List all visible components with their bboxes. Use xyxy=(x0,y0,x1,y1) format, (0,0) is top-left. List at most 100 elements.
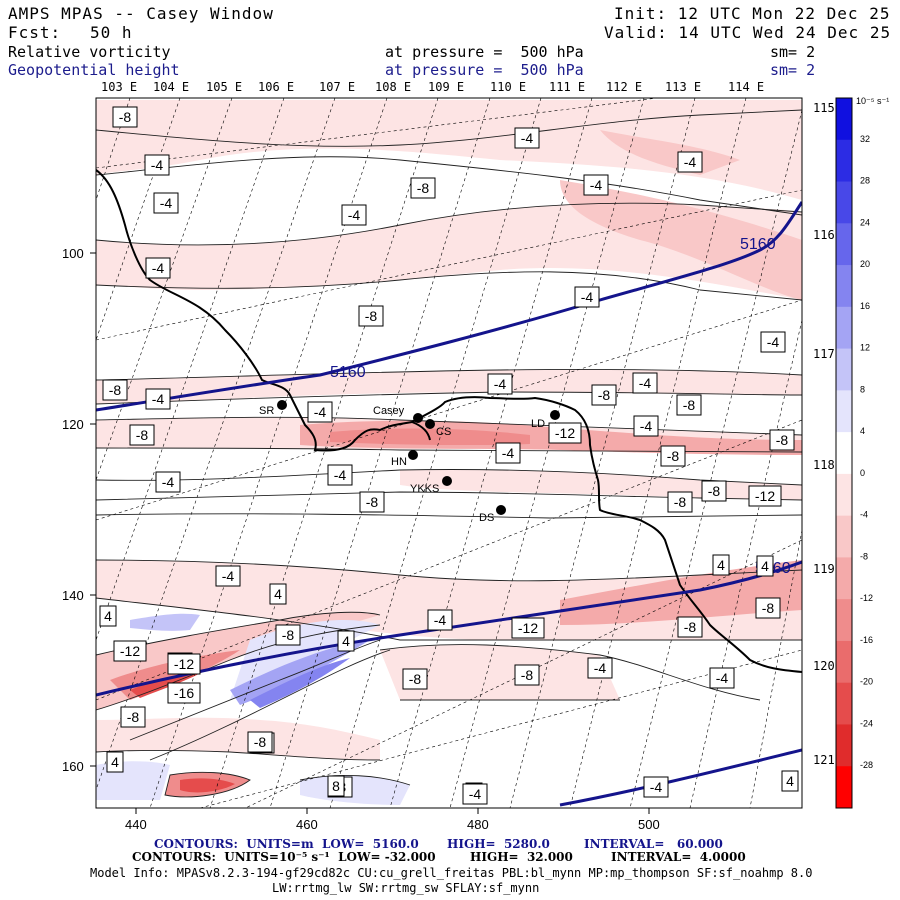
vorticity-label-box xyxy=(514,664,540,686)
y-tick-label: 120 xyxy=(62,417,84,432)
plot-title: AMPS MPAS -- Casey Window xyxy=(8,4,274,23)
vorticity-label-box xyxy=(633,415,659,437)
vorticity-label-box xyxy=(760,331,786,353)
vorticity-label: -4 xyxy=(151,157,164,173)
field2-level: at pressure = 500 hPa xyxy=(385,61,584,79)
vorticity-label: -8 xyxy=(282,627,295,643)
vorticity-label: -12 xyxy=(755,488,775,504)
field1-level: at pressure = 500 hPa xyxy=(385,43,584,61)
colorbar-swatch xyxy=(836,432,852,475)
vorticity-label: -4 xyxy=(639,375,652,391)
init-time: Init: 12 UTC Mon 22 Dec 25 xyxy=(614,4,891,23)
vorticity-label: 4 xyxy=(274,586,282,602)
forecast-label: Fcst: xyxy=(8,23,62,42)
station-label: Casey xyxy=(373,405,405,417)
vorticity-label-box xyxy=(587,657,613,679)
vorticity-label: -8 xyxy=(254,734,267,750)
height-label: 5160 xyxy=(740,236,776,253)
vorticity-label-box xyxy=(215,565,241,587)
vorticity-label: -8 xyxy=(366,494,379,510)
colorbar-tick-label: 28 xyxy=(860,176,870,186)
station-cs-marker xyxy=(425,419,435,429)
x-tick-label: 460 xyxy=(296,817,318,832)
vorticity-label-box xyxy=(487,373,513,395)
plot-area: SR Casey CS HN YKKS DS LD 5160 5160 5160… xyxy=(96,98,802,808)
vorticity-label: -8 xyxy=(119,109,132,125)
vorticity-label: 4 xyxy=(786,773,794,789)
colorbar-swatch xyxy=(836,98,852,141)
vorticity-label-box xyxy=(756,555,774,577)
colorbar-swatch xyxy=(836,766,852,809)
vorticity-label: -4 xyxy=(152,260,165,276)
vorticity-label-box xyxy=(667,491,693,513)
vorticity-label-box xyxy=(462,783,488,805)
field2-smoothing: sm= 2 xyxy=(770,61,816,79)
vorticity-label: -4 xyxy=(348,207,361,223)
vorticity-label-box xyxy=(402,668,428,690)
vorticity-label-box xyxy=(113,640,147,662)
colorbar-swatch xyxy=(836,599,852,642)
x-tick-label: 440 xyxy=(125,817,147,832)
vorticity-label-box xyxy=(427,609,453,631)
colorbar-tick-label: -12 xyxy=(860,593,873,603)
colorbar-units: 10⁻⁵ s⁻¹ xyxy=(856,96,889,106)
x-tick-label: 500 xyxy=(638,817,660,832)
station-label: CS xyxy=(436,426,451,438)
colorbar-swatch xyxy=(836,139,852,183)
vorticity-label-box xyxy=(341,204,367,226)
vort-contour-interval: INTERVAL= 4.0000 xyxy=(611,850,746,864)
vorticity-label: -12 xyxy=(174,656,194,672)
bottom-axis: 440 460 480 500 xyxy=(125,808,660,832)
vorticity-label: -4 xyxy=(152,391,165,407)
station-markers xyxy=(277,400,560,515)
y-tick-label: 100 xyxy=(62,246,84,261)
colorbar-swatch xyxy=(836,348,852,391)
vorticity-label-box xyxy=(548,422,582,444)
vorticity-label-box xyxy=(145,257,171,279)
colorbar-tick-label: 0 xyxy=(860,468,865,478)
vorticity-label: -4 xyxy=(314,404,327,420)
vorticity-label: -12 xyxy=(518,620,538,636)
lon-label: 104 E xyxy=(153,80,189,94)
vorticity-label-box xyxy=(155,471,181,493)
vort-contour-units: CONTOURS: UNITS=10⁻⁵ s⁻¹ LOW= -32.000 xyxy=(132,850,436,864)
left-axis: 100 120 140 160 xyxy=(62,246,96,774)
vorticity-label: -8 xyxy=(109,382,122,398)
vorticity-label: -8 xyxy=(521,667,534,683)
vorticity-label: -4 xyxy=(469,786,482,802)
colorbar-tick-label: 16 xyxy=(860,301,870,311)
model-info: Model Info: MPASv8.2.3-194-gf29cd82c CU:… xyxy=(90,866,813,880)
vorticity-label: -4 xyxy=(222,568,235,584)
vorticity-label: -4 xyxy=(650,779,663,795)
lon-label: 112 E xyxy=(606,80,642,94)
vorticity-label-box xyxy=(643,776,669,798)
vorticity-label-box xyxy=(167,682,201,704)
colorbar-tick-label: 24 xyxy=(860,217,870,227)
y-tick-label: 140 xyxy=(62,588,84,603)
vorticity-label: -4 xyxy=(716,670,729,686)
station-label: HN xyxy=(391,456,407,468)
height-labels: 5160 5160 5160 xyxy=(330,236,791,577)
vorticity-label-box xyxy=(359,491,385,513)
lon-label: 105 E xyxy=(206,80,242,94)
vorticity-label-box xyxy=(712,554,730,576)
vorticity-label-box xyxy=(144,154,170,176)
vorticity-label-box xyxy=(781,770,799,792)
vorticity-label-box xyxy=(709,667,735,689)
colorbar-swatch xyxy=(836,223,852,266)
lon-label: 107 E xyxy=(319,80,355,94)
vorticity-label-box xyxy=(676,394,702,416)
station-ds-marker xyxy=(496,505,506,515)
colorbar-swatch xyxy=(836,515,852,558)
vorticity-label-box xyxy=(327,775,345,797)
vorticity-label-box xyxy=(632,372,658,394)
vorticity-label-box xyxy=(307,401,333,423)
height-contour-interval: INTERVAL= 60.000 xyxy=(584,837,723,851)
vorticity-label: -8 xyxy=(417,180,430,196)
vorticity-label: -4 xyxy=(434,612,447,628)
vorticity-label: -4 xyxy=(767,334,780,350)
height-contour-units: CONTOURS: UNITS=m LOW= 5160.0 xyxy=(154,837,419,851)
vorticity-label-box xyxy=(755,597,781,619)
vorticity-label: -8 xyxy=(598,387,611,403)
